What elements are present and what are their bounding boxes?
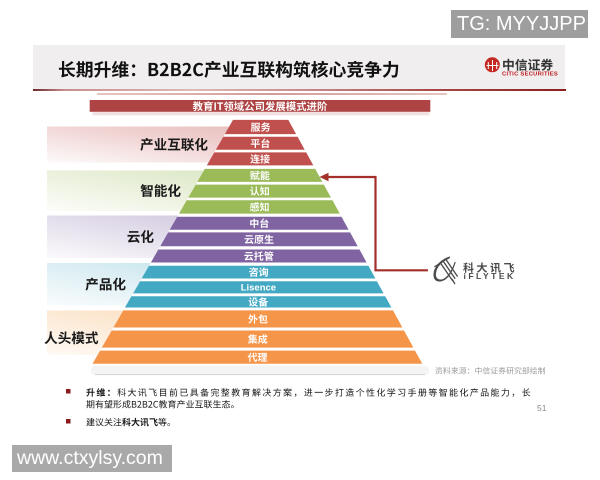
svg-text:Lisence: Lisence xyxy=(241,283,276,294)
svg-text:51: 51 xyxy=(537,403,547,413)
svg-text:CITIC SECURITIES: CITIC SECURITIES xyxy=(502,72,558,78)
svg-text:iFLYTEK: iFLYTEK xyxy=(464,271,516,281)
